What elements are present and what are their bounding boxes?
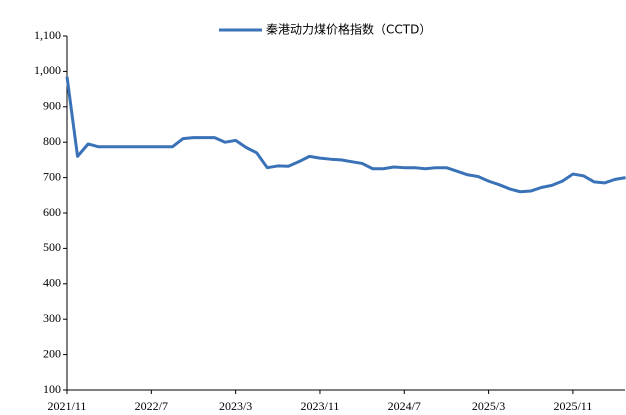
- x-tick-label: 2023/11: [301, 399, 340, 413]
- y-tick-label: 1,000: [34, 63, 61, 77]
- x-tick-label: 2021/11: [48, 399, 87, 413]
- y-tick-label: 700: [43, 169, 61, 183]
- legend-label: 秦港动力煤价格指数（CCTD）: [266, 22, 431, 37]
- x-tick-label: 2023/3: [219, 399, 252, 413]
- y-tick-label: 800: [43, 134, 61, 148]
- x-tick-label: 2022/7: [135, 399, 168, 413]
- y-tick-label: 100: [43, 382, 61, 396]
- y-tick-label: 900: [43, 99, 61, 113]
- y-tick-label: 600: [43, 205, 61, 219]
- x-tick-label: 2025/3: [472, 399, 505, 413]
- y-tick-label: 400: [43, 276, 61, 290]
- y-tick-label: 200: [43, 346, 61, 360]
- x-tick-label: 2024/7: [388, 399, 421, 413]
- x-tick-label: 2025/11: [553, 399, 592, 413]
- y-tick-label: 300: [43, 311, 61, 325]
- y-tick-label: 500: [43, 240, 61, 254]
- y-tick-label: 1,100: [34, 28, 61, 42]
- line-series: [65, 76, 626, 194]
